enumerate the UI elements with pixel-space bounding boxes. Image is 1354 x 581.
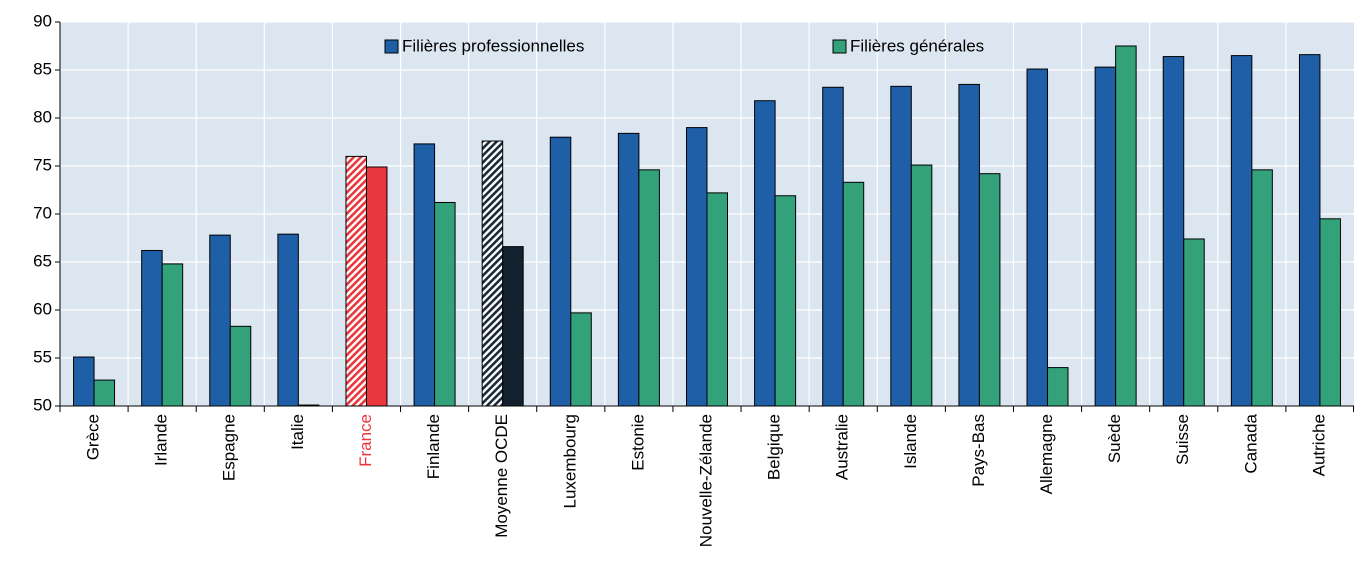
bar	[754, 100, 776, 407]
x-tick-label: Autriche	[1309, 414, 1328, 476]
x-tick-label: Allemagne	[1037, 414, 1056, 494]
bar	[161, 263, 184, 407]
bar	[617, 132, 640, 407]
bar	[1319, 218, 1341, 407]
bar	[706, 192, 728, 407]
y-tick-label: 50	[33, 395, 52, 414]
bar	[1162, 56, 1185, 407]
legend-swatch	[832, 39, 847, 54]
bar	[890, 85, 912, 407]
x-tick-label: Luxembourg	[560, 414, 579, 509]
x-tick-label: Irlande	[152, 414, 171, 466]
legend-label: Filières professionnelles	[402, 36, 584, 55]
bar	[1230, 55, 1253, 407]
x-tick-label: Suisse	[1173, 414, 1192, 465]
bar	[638, 169, 660, 407]
x-tick-label: France	[356, 414, 375, 467]
y-tick-label: 55	[33, 347, 52, 366]
bar	[1183, 238, 1205, 407]
bar	[345, 155, 367, 407]
bar	[73, 356, 95, 407]
bar	[978, 173, 1001, 407]
x-tick-label: Espagne	[220, 414, 239, 481]
y-tick-label: 85	[33, 59, 52, 78]
x-tick-label: Finlande	[424, 414, 443, 479]
legend-label: Filières générales	[850, 36, 984, 55]
x-tick-label: Italie	[288, 414, 307, 450]
bar	[209, 234, 231, 407]
bar	[570, 312, 592, 407]
bar	[686, 127, 708, 407]
bar	[93, 379, 116, 407]
bar	[910, 164, 933, 407]
bar	[502, 246, 524, 407]
bar	[822, 86, 844, 407]
bar	[365, 166, 388, 407]
x-tick-label: Nouvelle-Zélande	[696, 414, 715, 547]
x-tick-label: Suède	[1105, 414, 1124, 463]
y-tick-label: 80	[33, 107, 52, 126]
bar	[1094, 66, 1117, 407]
x-tick-label: Belgique	[765, 414, 784, 480]
x-tick-label: Pays-Bas	[969, 414, 988, 487]
x-tick-label: Estonie	[628, 414, 647, 471]
bar	[958, 83, 980, 407]
bar	[1251, 169, 1273, 407]
bar	[1026, 68, 1049, 407]
x-tick-label: Grèce	[84, 414, 103, 460]
x-tick-label: Moyenne OCDE	[492, 414, 511, 538]
bar	[842, 181, 865, 407]
bar	[1298, 54, 1321, 407]
y-tick-label: 60	[33, 299, 52, 318]
x-tick-label: Islande	[901, 414, 920, 469]
y-tick-label: 90	[33, 11, 52, 30]
bar	[434, 201, 456, 407]
x-tick-label: Canada	[1241, 413, 1260, 473]
bar	[1047, 367, 1069, 407]
legend-swatch	[384, 39, 399, 54]
bar	[549, 136, 572, 407]
y-tick-label: 75	[33, 155, 52, 174]
bar	[229, 325, 252, 407]
y-tick-label: 70	[33, 203, 52, 222]
bar	[141, 249, 163, 407]
x-tick-label: Australie	[833, 414, 852, 480]
y-tick-label: 65	[33, 251, 52, 270]
bar	[1115, 45, 1137, 407]
bar	[774, 195, 797, 407]
bar	[277, 233, 299, 407]
bar	[481, 140, 504, 407]
bar	[413, 143, 436, 407]
